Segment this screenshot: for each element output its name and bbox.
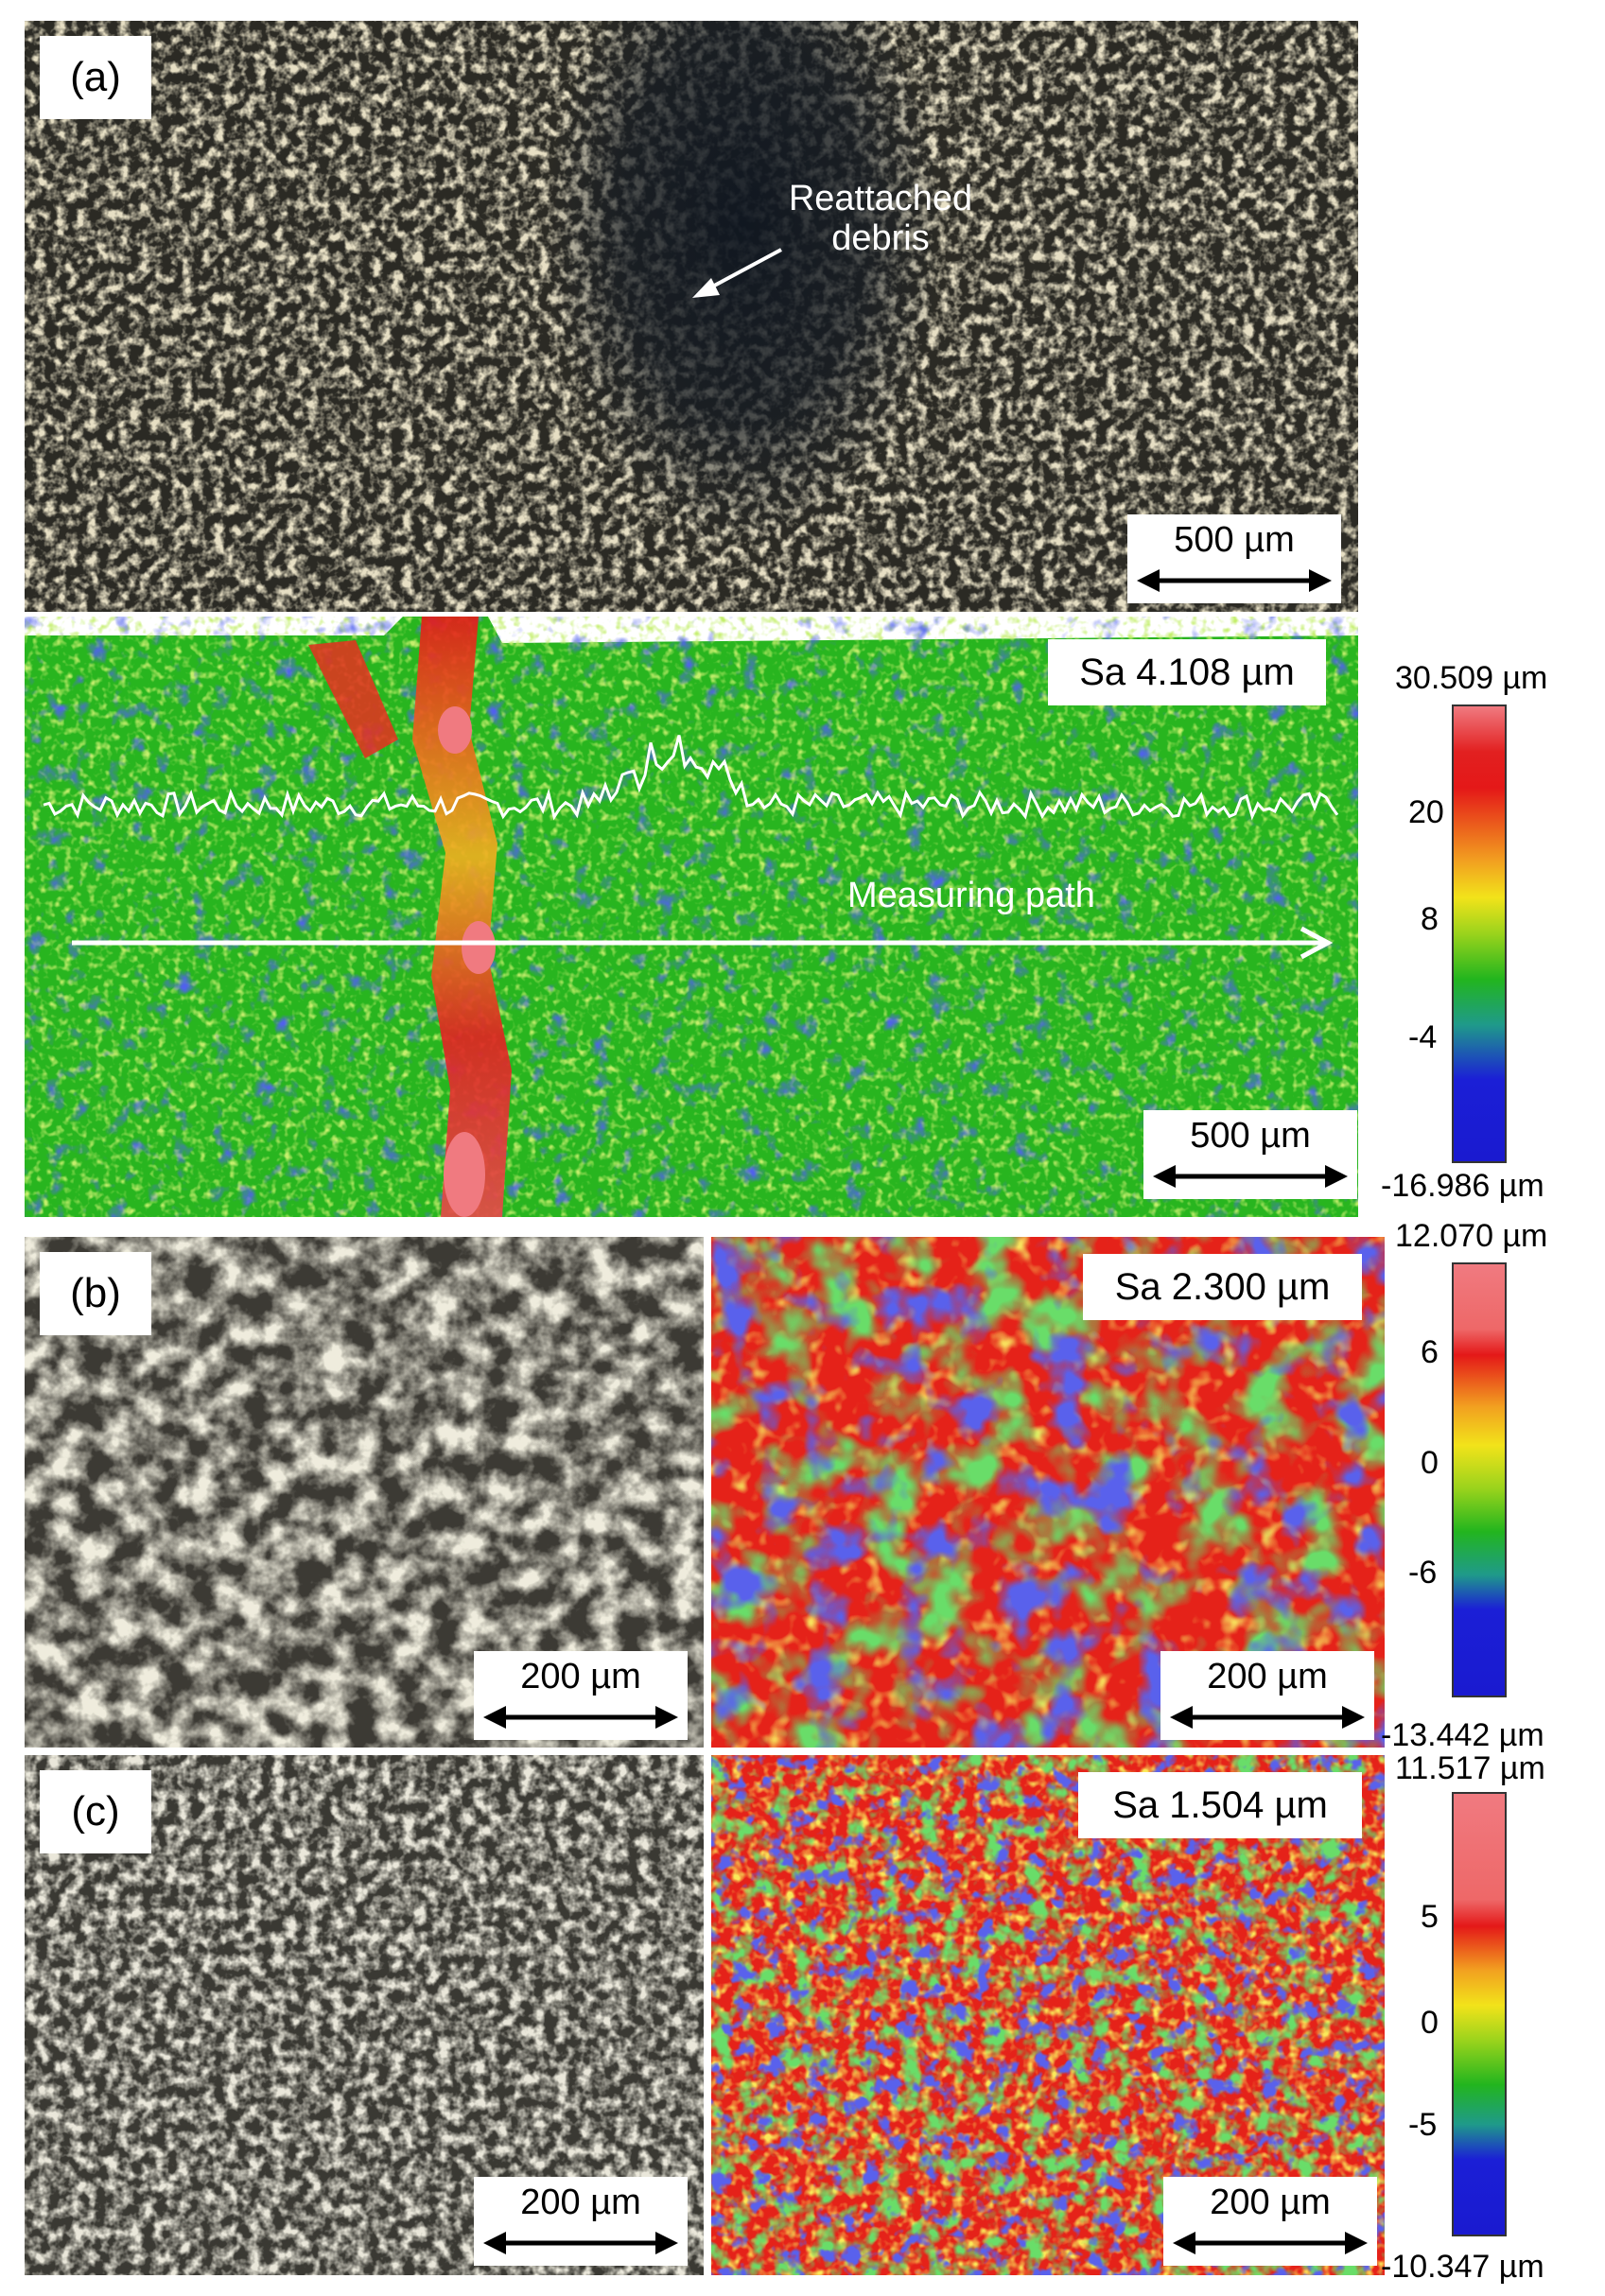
panel-label-c: (c)	[40, 1770, 151, 1853]
colorbar-a-tick-neg4: -4	[1408, 1019, 1438, 1055]
scale-bar-label: 500 µm	[1190, 1116, 1311, 1156]
scale-bar-c-optical: 200 µm	[474, 2177, 688, 2266]
colorbar-b-min: -13.442 µm	[1381, 1717, 1544, 1753]
optical-texture-a	[25, 21, 1358, 612]
scale-bar-c-map: 200 µm	[1163, 2177, 1377, 2266]
sa-value-c: Sa 1.504 µm	[1078, 1772, 1362, 1838]
panel-c-height-map: Sa 1.504 µm 200 µm	[711, 1755, 1385, 2275]
debris-annotation: Reattached debris	[729, 179, 1032, 259]
scale-bar-b-map: 200 µm	[1160, 1651, 1374, 1740]
colorbar-b-tick-neg6: -6	[1408, 1555, 1438, 1591]
colorbar-b	[1452, 1262, 1507, 1697]
scale-bar-b-optical: 200 µm	[474, 1651, 688, 1740]
debris-annotation-line-1: Reattached	[788, 179, 973, 218]
colorbar-c	[1452, 1792, 1507, 2236]
panel-label-a: (a)	[40, 36, 151, 119]
colorbar-c-tick-neg5: -5	[1408, 2107, 1438, 2143]
scale-bar-a-map: 500 µm	[1143, 1110, 1357, 1199]
colorbar-c-tick-0: 0	[1421, 2005, 1439, 2041]
panel-a-optical-image: (a) Reattached debris 500 µm	[25, 21, 1358, 612]
panel-a-height-map: Measuring path Sa 4.108 µm 500 µm	[25, 617, 1358, 1217]
panel-b-optical-image: (b) 200 µm	[25, 1237, 704, 1748]
measuring-path-label: Measuring path	[847, 876, 1095, 915]
colorbar-b-tick-0: 0	[1421, 1445, 1439, 1481]
double-arrow-icon	[1170, 1706, 1365, 1729]
colorbar-b-max: 12.070 µm	[1395, 1218, 1548, 1254]
panel-c-optical-image: (c) 200 µm	[25, 1755, 704, 2275]
sa-value-b: Sa 2.300 µm	[1083, 1254, 1362, 1320]
colorbar-a-tick-20: 20	[1408, 794, 1444, 830]
scale-bar-label: 200 µm	[520, 2183, 641, 2222]
colorbar-a-min: -16.986 µm	[1381, 1168, 1544, 1204]
scale-bar-label: 200 µm	[1207, 1657, 1328, 1696]
scale-bar-label: 200 µm	[1210, 2183, 1331, 2222]
double-arrow-icon	[1137, 569, 1332, 592]
panel-label-b: (b)	[40, 1252, 151, 1335]
colorbar-c-tick-5: 5	[1421, 1899, 1439, 1935]
scale-bar-label: 200 µm	[520, 1657, 641, 1696]
debris-annotation-line-2: debris	[831, 217, 930, 258]
double-arrow-icon	[1153, 1165, 1348, 1188]
colorbar-a	[1452, 704, 1507, 1163]
sa-value-a: Sa 4.108 µm	[1048, 639, 1326, 705]
panel-b-height-map: Sa 2.300 µm 200 µm	[711, 1237, 1385, 1748]
colorbar-a-max: 30.509 µm	[1395, 660, 1548, 696]
double-arrow-icon	[483, 2232, 678, 2254]
colorbar-c-min: -10.347 µm	[1381, 2249, 1544, 2285]
colorbar-a-tick-8: 8	[1421, 901, 1439, 937]
scale-bar-a-optical: 500 µm	[1127, 514, 1341, 603]
colorbar-b-tick-6: 6	[1421, 1334, 1439, 1370]
double-arrow-icon	[483, 1706, 678, 1729]
double-arrow-icon	[1173, 2232, 1368, 2254]
colorbar-c-max: 11.517 µm	[1395, 1750, 1545, 1786]
scale-bar-label: 500 µm	[1174, 520, 1295, 560]
